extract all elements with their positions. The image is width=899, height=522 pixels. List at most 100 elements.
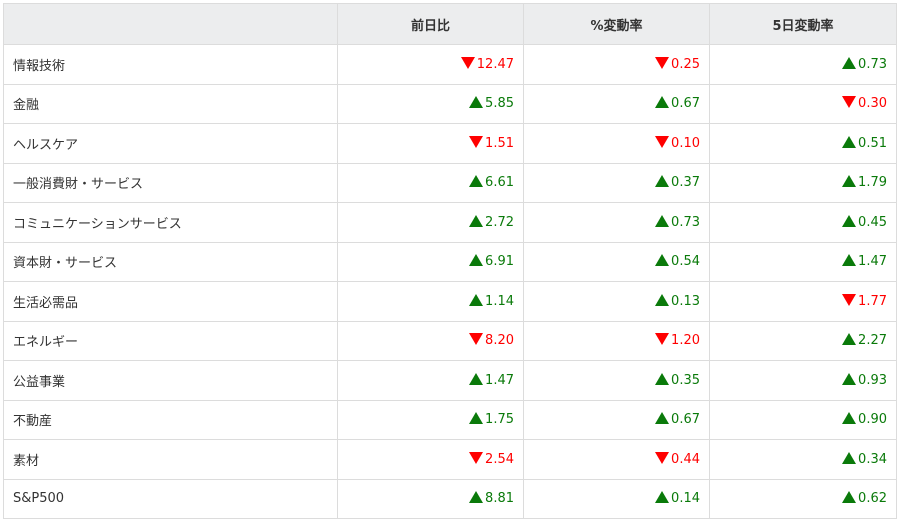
triangle-up-icon [655,372,670,385]
5day-change-cell: 1.47 [709,241,897,282]
triangle-up-icon [655,293,670,306]
triangle-down-icon [469,333,484,346]
change-value: 0.14 [671,491,700,507]
day-change-cell: 5.85 [337,83,524,124]
table-row: エネルギー 8.20 1.20 2.27 [3,320,897,361]
change-value: 0.62 [858,491,887,507]
change-value: 8.81 [485,491,514,507]
change-value: 0.45 [858,214,887,230]
change-value: 0.13 [671,293,700,309]
table-row: 素材 2.54 0.44 0.34 [3,439,897,480]
change-value: 0.10 [671,135,700,151]
sector-name: エネルギー [3,320,338,361]
day-change-cell: 6.61 [337,162,524,203]
day-change-cell: 6.91 [337,241,524,282]
pct-change-cell: 0.25 [523,44,710,85]
5day-change-cell: 0.93 [709,360,897,401]
triangle-up-icon [842,333,857,346]
sector-name: 資本財・サービス [3,241,338,282]
5day-change-cell: 2.27 [709,320,897,361]
pct-change-cell: 0.67 [523,399,710,440]
change-value: 1.51 [485,135,514,151]
table-row: 情報技術 12.47 0.25 0.73 [3,44,897,85]
pct-change-cell: 0.73 [523,202,710,243]
day-change-cell: 8.20 [337,320,524,361]
change-value: 0.93 [858,372,887,388]
triangle-down-icon [842,96,857,109]
triangle-up-icon [655,491,670,504]
change-value: 1.75 [485,412,514,428]
change-value: 0.51 [858,135,887,151]
5day-change-cell: 0.34 [709,439,897,480]
day-change-cell: 2.72 [337,202,524,243]
header-5day-change: 5日変動率 [709,3,897,45]
table-row: 金融 5.85 0.67 0.30 [3,83,897,124]
header-day-change: 前日比 [337,3,524,45]
change-value: 0.73 [858,56,887,72]
pct-change-cell: 0.14 [523,478,710,519]
triangle-up-icon [655,96,670,109]
triangle-down-icon [655,451,670,464]
table-row: 不動産 1.75 0.67 0.90 [3,399,897,440]
triangle-up-icon [469,372,484,385]
change-value: 1.77 [858,293,887,309]
table-row: ヘルスケア 1.51 0.10 0.51 [3,123,897,164]
change-value: 0.34 [858,451,887,467]
5day-change-cell: 1.79 [709,162,897,203]
change-value: 0.90 [858,412,887,428]
triangle-up-icon [842,254,857,267]
triangle-up-icon [469,412,484,425]
triangle-up-icon [469,175,484,188]
triangle-down-icon [460,56,475,69]
triangle-up-icon [842,372,857,385]
change-value: 0.30 [858,96,887,112]
triangle-up-icon [655,254,670,267]
triangle-up-icon [469,214,484,227]
day-change-cell: 8.81 [337,478,524,519]
triangle-up-icon [655,175,670,188]
header-pct-change: %変動率 [523,3,710,45]
day-change-cell: 2.54 [337,439,524,480]
change-value: 1.47 [485,372,514,388]
triangle-up-icon [842,451,857,464]
5day-change-cell: 0.30 [709,83,897,124]
triangle-up-icon [842,135,857,148]
change-value: 5.85 [485,96,514,112]
triangle-down-icon [655,333,670,346]
triangle-up-icon [842,56,857,69]
change-value: 1.79 [858,175,887,191]
change-value: 12.47 [476,56,514,72]
5day-change-cell: 0.90 [709,399,897,440]
sector-name: コミュニケーションサービス [3,202,338,243]
change-value: 0.25 [671,56,700,72]
triangle-up-icon [655,214,670,227]
pct-change-cell: 1.20 [523,320,710,361]
change-value: 0.35 [671,372,700,388]
sector-name: 金融 [3,83,338,124]
table-row: 資本財・サービス 6.91 0.54 1.47 [3,241,897,282]
change-value: 2.27 [858,333,887,349]
triangle-down-icon [655,56,670,69]
triangle-down-icon [655,135,670,148]
change-value: 6.61 [485,175,514,191]
day-change-cell: 12.47 [337,44,524,85]
sector-table: 前日比 %変動率 5日変動率 情報技術 12.47 0.25 0.73 金融 5.85 0.… [3,3,897,519]
sector-name: 素材 [3,439,338,480]
header-sector [3,3,338,45]
triangle-up-icon [842,214,857,227]
5day-change-cell: 1.77 [709,281,897,322]
triangle-down-icon [469,451,484,464]
triangle-up-icon [469,293,484,306]
triangle-up-icon [842,412,857,425]
table-row: 一般消費財・サービス 6.61 0.37 1.79 [3,162,897,203]
table-row: コミュニケーションサービス 2.72 0.73 0.45 [3,202,897,243]
pct-change-cell: 0.10 [523,123,710,164]
day-change-cell: 1.47 [337,360,524,401]
triangle-up-icon [842,175,857,188]
day-change-cell: 1.51 [337,123,524,164]
change-value: 0.73 [671,214,700,230]
sector-name: 情報技術 [3,44,338,85]
pct-change-cell: 0.44 [523,439,710,480]
sector-name: 公益事業 [3,360,338,401]
sector-name: S&P500 [3,478,338,519]
